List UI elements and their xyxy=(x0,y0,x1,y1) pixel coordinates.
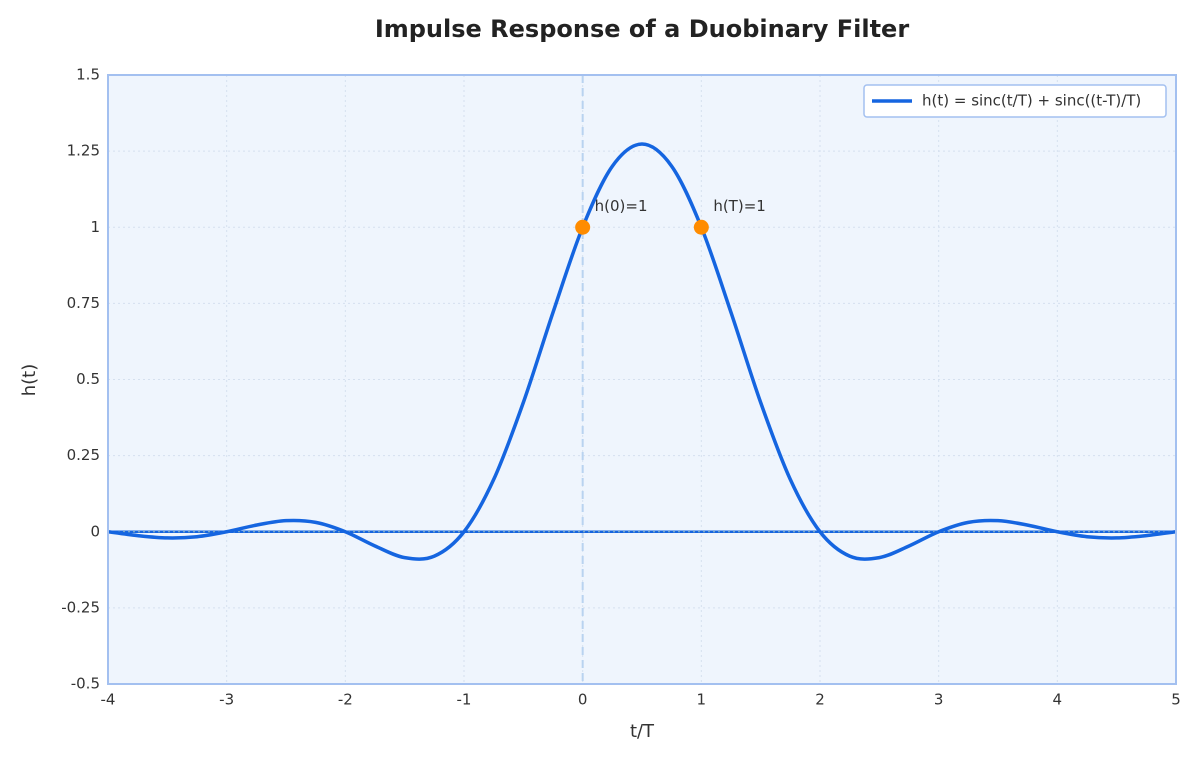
x-tick-label: 4 xyxy=(1053,691,1063,709)
data-line xyxy=(107,142,1177,561)
x-tick-label: -3 xyxy=(219,691,234,709)
x-tick-label: -1 xyxy=(457,691,472,709)
x-tick-label: -2 xyxy=(338,691,353,709)
y-tick-label: 1 xyxy=(90,218,100,236)
y-tick-label: -0.5 xyxy=(71,675,100,693)
x-tick-label: 1 xyxy=(697,691,707,709)
y-axis-label: h(t) xyxy=(19,364,40,397)
marker-point xyxy=(575,219,591,235)
legend-box xyxy=(863,84,1167,118)
y-tick-label: 0.75 xyxy=(67,294,100,312)
x-tick-label: 3 xyxy=(934,691,944,709)
y-tick-label: 0 xyxy=(90,522,100,540)
x-tick-label: -4 xyxy=(101,691,116,709)
annotation: h(0)=1 xyxy=(595,197,648,215)
annotation: h(T)=1 xyxy=(713,197,766,215)
plot-border xyxy=(107,74,1177,685)
x-tick-label: 5 xyxy=(1171,691,1181,709)
y-tick-label: -0.25 xyxy=(61,598,100,616)
legend-label: h(t) = sinc(t/T) + sinc((t-T)/T) xyxy=(922,92,1141,110)
x-tick-label: 0 xyxy=(578,691,588,709)
marker-point xyxy=(693,219,709,235)
y-tick-label: 1.5 xyxy=(76,66,100,84)
chart-title: Impulse Response of a Duobinary Filter xyxy=(375,15,910,43)
y-tick-label: 0.25 xyxy=(67,446,100,464)
x-axis-label: t/T xyxy=(630,721,655,742)
y-tick-label: 1.25 xyxy=(67,142,100,160)
x-tick-label: 2 xyxy=(815,691,825,709)
y-tick-label: 0.5 xyxy=(76,370,100,388)
